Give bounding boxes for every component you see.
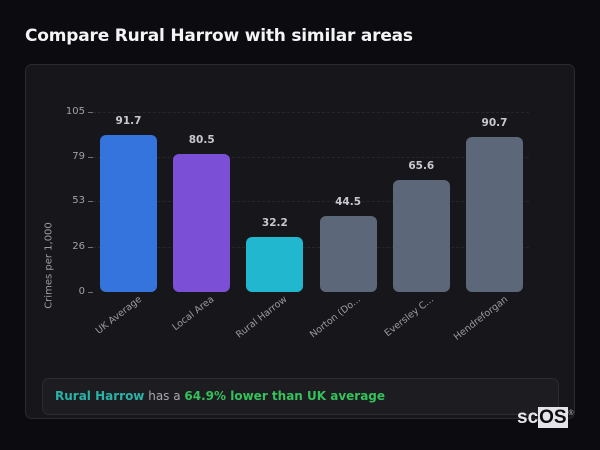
bar-hendreforgan[interactable] xyxy=(466,136,523,292)
logo-highlight: OS xyxy=(538,407,568,428)
bar-norton-do[interactable] xyxy=(319,215,377,292)
y-tick-mark xyxy=(88,292,93,293)
chart-card: Crimes per 1,000 0 26 53 79 105 91.7 UK Averag… xyxy=(25,64,575,419)
summary-connector: has a xyxy=(144,389,185,403)
gridline xyxy=(93,112,529,113)
bar-value-label: 91.7 xyxy=(115,114,142,127)
logo-prefix: sc xyxy=(517,407,539,428)
bar-eversley-c[interactable] xyxy=(392,179,450,292)
y-tick-label: 79 xyxy=(72,150,85,162)
summary-statement: 64.9% lower than UK average xyxy=(184,389,386,403)
bar-value-label: 80.5 xyxy=(188,134,215,146)
y-tick-label: 0 xyxy=(78,286,85,297)
registered-mark: ® xyxy=(568,410,574,417)
x-tick-label: Rural Harrow xyxy=(233,294,290,341)
x-tick-label: Hendreforgan xyxy=(451,294,510,343)
gridline xyxy=(93,247,529,249)
bar-rural-harrow[interactable] xyxy=(246,236,304,292)
comparison-summary: Rural Harrow has a 64.9% lower than UK a… xyxy=(42,378,559,415)
bar-local-area[interactable] xyxy=(173,154,231,292)
bar-value-label: 90.7 xyxy=(481,116,508,129)
y-tick-label: 53 xyxy=(72,195,85,207)
x-tick-label: Local Area xyxy=(170,294,216,334)
x-tick-label: Norton (Do... xyxy=(308,294,364,341)
x-tick-label: Eversley C... xyxy=(382,294,437,340)
bar-value-label: 44.5 xyxy=(335,195,362,208)
y-tick-mark xyxy=(88,247,93,249)
bar-chart: Crimes per 1,000 0 26 53 79 105 91.7 UK Averag… xyxy=(26,65,574,418)
x-tick-label: UK Average xyxy=(93,294,144,337)
page-title: Compare Rural Harrow with similar areas xyxy=(25,26,413,46)
gridline xyxy=(93,156,529,158)
y-tick-mark xyxy=(88,201,93,203)
y-tick-mark xyxy=(88,156,93,158)
y-tick-label: 105 xyxy=(65,106,85,117)
bar-uk-average[interactable] xyxy=(100,134,157,292)
summary-area-name: Rural Harrow xyxy=(55,389,145,403)
y-tick-mark xyxy=(88,112,93,113)
bar-value-label: 65.6 xyxy=(408,159,435,172)
gridline xyxy=(93,201,529,203)
y-tick-label: 26 xyxy=(72,241,85,253)
watermark-logo: scOS ® xyxy=(517,407,574,428)
bar-value-label: 32.2 xyxy=(261,216,288,229)
